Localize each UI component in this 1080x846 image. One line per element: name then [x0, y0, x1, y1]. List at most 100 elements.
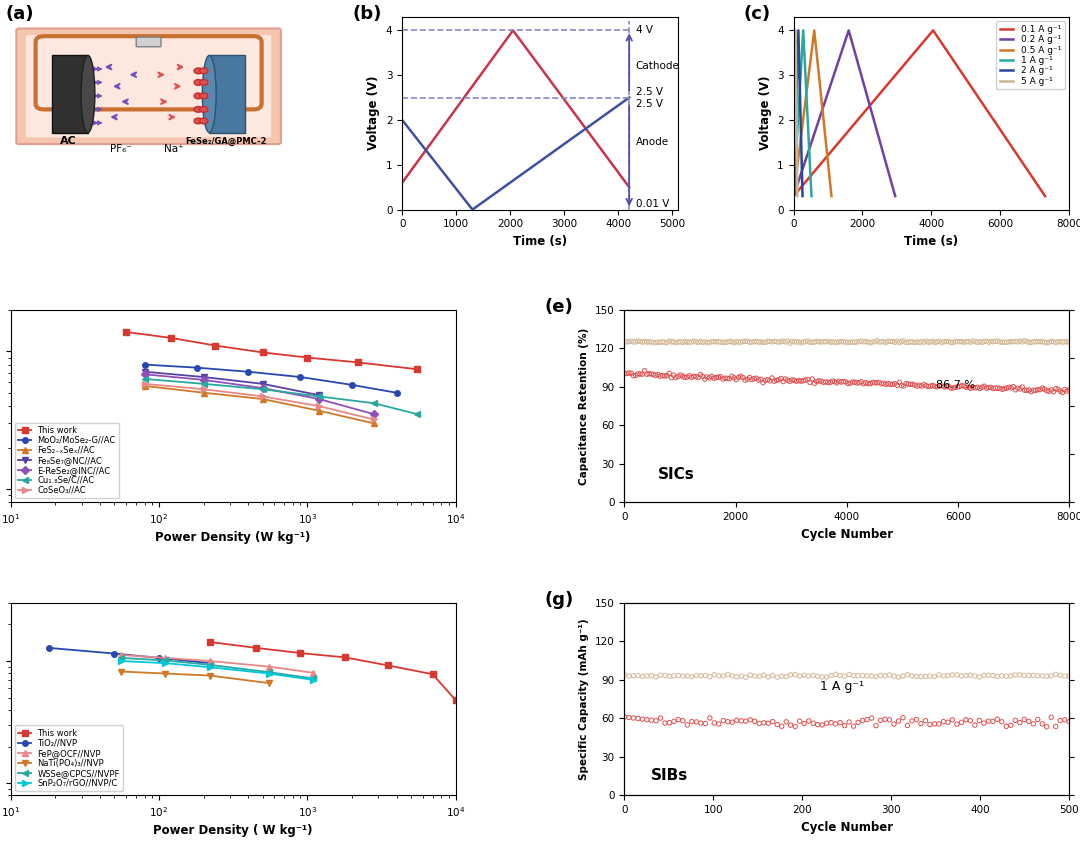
Point: [755, 336, 772, 349]
Point: [710, 371, 727, 384]
Circle shape: [200, 68, 207, 74]
Point: [791, 669, 808, 683]
Y-axis label: Voltage (V): Voltage (V): [758, 76, 772, 151]
Point: [715, 669, 732, 683]
Point: [984, 715, 1001, 728]
Point: [948, 668, 966, 682]
Point: [625, 335, 643, 349]
Point: [971, 382, 988, 395]
Point: [1027, 335, 1044, 349]
Point: [983, 335, 1000, 349]
Point: [917, 714, 934, 728]
Point: [1025, 717, 1042, 731]
Point: [726, 371, 743, 385]
Cu₁.₈Se/C//AC: [198, 379, 211, 389]
Point: [728, 335, 745, 349]
Point: [822, 335, 839, 349]
Circle shape: [200, 107, 207, 113]
Point: [1048, 667, 1065, 681]
Point: [816, 335, 834, 349]
Point: [860, 376, 877, 390]
Point: [620, 366, 637, 380]
Point: [773, 719, 791, 733]
Line: This work: This work: [123, 329, 420, 372]
Point: [903, 714, 920, 728]
Point: [715, 714, 732, 728]
Point: [813, 718, 831, 732]
This work: [301, 353, 314, 363]
MoO₂/MoSe₂-G//AC: [138, 360, 151, 370]
Point: [786, 667, 804, 681]
Point: [738, 714, 755, 728]
Point: [645, 336, 662, 349]
Point: [647, 714, 664, 728]
Point: [692, 368, 710, 382]
Point: [962, 335, 980, 349]
Point: [937, 380, 955, 393]
Point: [991, 335, 1009, 349]
Point: [793, 375, 810, 388]
FeP@OCF//NVP: [307, 667, 320, 678]
Point: [854, 669, 872, 683]
Point: [850, 376, 867, 390]
Point: [935, 669, 953, 683]
Point: [737, 373, 754, 387]
Point: [894, 711, 912, 724]
Point: [630, 669, 647, 683]
Point: [714, 372, 731, 386]
Point: [647, 670, 664, 684]
Point: [1015, 668, 1032, 682]
Point: [887, 336, 904, 349]
Point: [858, 376, 875, 389]
Point: [781, 337, 798, 350]
Point: [962, 382, 980, 395]
Point: [1011, 668, 1028, 682]
Point: [949, 380, 967, 393]
CoSeO₃//AC: [198, 384, 211, 394]
CoSeO₃//AC: [138, 379, 151, 389]
Point: [822, 376, 839, 389]
MoO₂/MoSe₂-G//AC: [390, 387, 403, 398]
Point: [839, 336, 856, 349]
Point: [755, 376, 772, 389]
Point: [971, 670, 988, 684]
Y-axis label: Specific Capacity (mAh g⁻¹): Specific Capacity (mAh g⁻¹): [580, 618, 590, 780]
Point: [872, 668, 889, 682]
This work: [120, 327, 133, 337]
Point: [840, 715, 858, 728]
Point: [1029, 713, 1047, 727]
Point: [622, 366, 639, 380]
Point: [684, 670, 701, 684]
Point: [814, 376, 832, 389]
Point: [848, 376, 865, 390]
Cu₁.₈Se/C//AC: [256, 384, 269, 394]
E-ReSe₂@INC//AC: [256, 383, 269, 393]
Point: [1048, 720, 1065, 733]
Point: [724, 370, 741, 383]
Point: [921, 717, 939, 731]
Point: [893, 379, 910, 393]
Point: [996, 336, 1013, 349]
Point: [705, 335, 723, 349]
Point: [922, 335, 940, 349]
FancyBboxPatch shape: [16, 29, 281, 144]
CoSeO₃//AC: [367, 415, 380, 425]
Text: FeSe₂/GA@PMC-2: FeSe₂/GA@PMC-2: [185, 137, 267, 146]
Point: [643, 367, 660, 381]
Point: [690, 336, 707, 349]
Point: [719, 715, 737, 728]
Point: [827, 717, 845, 731]
Circle shape: [200, 80, 207, 85]
Point: [1061, 336, 1078, 349]
Point: [707, 335, 725, 349]
Point: [891, 336, 908, 349]
Point: [743, 335, 760, 349]
Point: [801, 376, 819, 389]
Line: 2 A g⁻¹: 2 A g⁻¹: [794, 30, 802, 196]
Point: [885, 377, 902, 391]
Point: [998, 720, 1015, 733]
Point: [634, 669, 651, 683]
Point: [638, 335, 656, 349]
Point: [828, 376, 846, 390]
0.1 A g⁻¹: [787, 191, 800, 201]
